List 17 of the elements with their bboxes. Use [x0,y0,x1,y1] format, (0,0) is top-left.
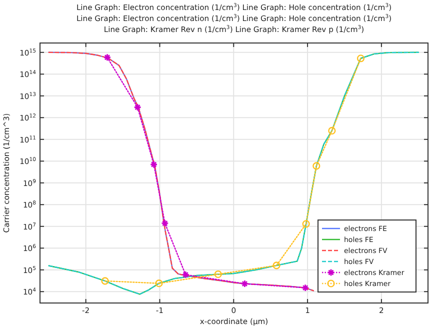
point [161,219,169,228]
point [272,262,280,270]
line-series [48,52,314,292]
point [301,284,310,292]
point [155,280,163,288]
point [150,160,158,168]
line-series [48,52,419,295]
point [302,220,310,228]
point [328,126,336,135]
point [240,280,249,288]
point [182,270,190,279]
point [312,162,320,170]
point [134,103,142,112]
point [214,270,222,278]
point [103,53,112,62]
point [356,54,365,62]
point [101,277,109,285]
